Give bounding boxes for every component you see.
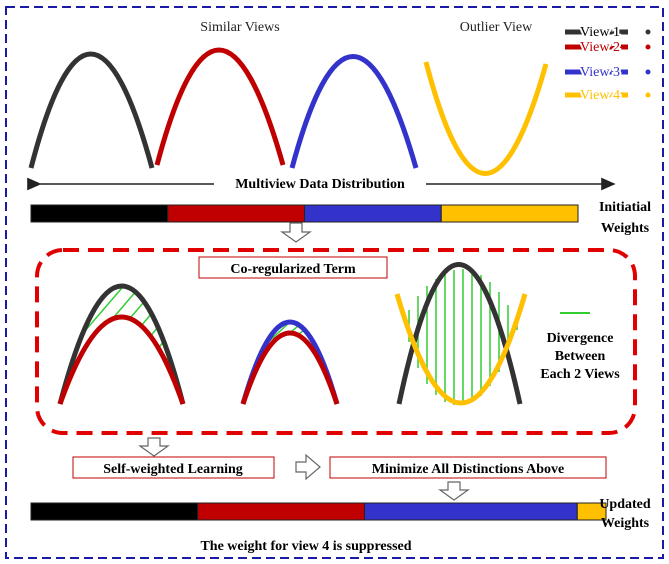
self-weighted-label: Self-weighted Learning [103, 462, 243, 477]
down-arrow-2 [138, 437, 170, 457]
updated-weight-segment-view4 [576, 502, 607, 521]
legend-label-view2: View 2 [580, 40, 620, 55]
updated-weight-segment-view2 [197, 502, 365, 521]
updated-weights-bar [30, 502, 607, 521]
view1-curve [28, 51, 155, 169]
outlier-view-label: Outlier View [460, 20, 533, 35]
divergence-pair-view2-view3 [240, 319, 340, 405]
legend-label-view1: View 1 [580, 25, 620, 40]
divergence-label-line1: Divergence [547, 331, 614, 346]
distribution-label: Multiview Data Distribution [235, 177, 405, 192]
initial-weight-segment-view3 [304, 204, 442, 223]
coreg-title-box [198, 256, 388, 279]
legend-label-view3: View 3 [580, 65, 620, 80]
divergence-pair-view1-view4 [394, 262, 528, 406]
divergence-label-line3: Each 2 Views [540, 367, 620, 382]
divergence-label-line2: Between [555, 349, 606, 364]
legend: View 1 View 2 View 3 View 4 [565, 23, 651, 105]
divergence-pair-view1-view2 [57, 283, 186, 405]
initial-weight-segment-view4 [440, 204, 579, 223]
minimize-box [329, 456, 607, 479]
down-arrow-1 [280, 222, 312, 243]
legend-label-view4: View 4 [580, 88, 620, 103]
updated-weights-label-line1: Updated [599, 497, 651, 512]
outer-frame [5, 6, 664, 559]
view2-curve [154, 47, 286, 166]
down-arrow-3 [438, 481, 470, 501]
initial-weight-segment-view1 [30, 204, 169, 223]
view4-curve [423, 61, 549, 176]
self-weighted-box [72, 456, 275, 479]
updated-weights-label-line2: Weights [601, 516, 650, 531]
updated-weight-segment-view1 [30, 502, 199, 521]
view3-curve [289, 54, 419, 169]
right-arrow [295, 453, 321, 481]
coregularized-region [35, 248, 637, 435]
minimize-label: Minimize All Distinctions Above [372, 462, 565, 477]
updated-weight-segment-view3 [364, 502, 578, 521]
initial-weights-label-line1: Initiatial [599, 200, 651, 215]
initial-weights-bar [30, 204, 579, 223]
initial-weight-segment-view2 [167, 204, 305, 223]
initial-weights-label-line2: Weights [601, 221, 650, 236]
caption: The weight for view 4 is suppressed [200, 539, 411, 554]
coreg-title: Co-regularized Term [230, 262, 356, 277]
similar-views-label: Similar Views [200, 20, 279, 35]
